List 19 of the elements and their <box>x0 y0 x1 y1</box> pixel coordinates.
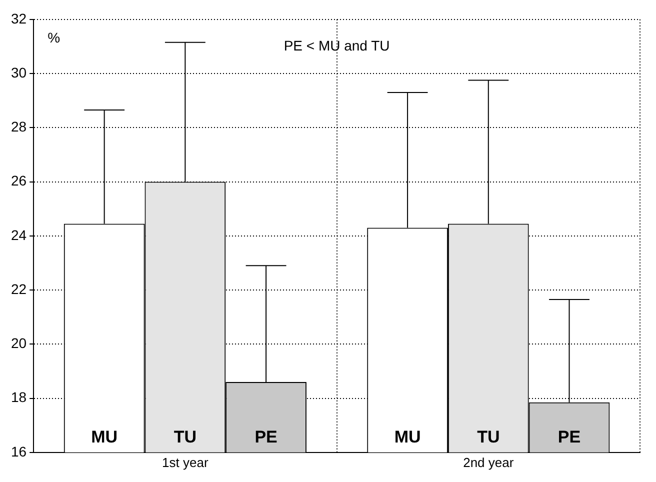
y-tick-label: 18 <box>10 389 27 406</box>
annotation: PE < MU and TU <box>284 37 390 54</box>
y-tick-label: 24 <box>10 226 27 243</box>
series-label: PE <box>558 428 581 447</box>
y-tick-label: 20 <box>10 335 27 352</box>
x-tick-label: 1st year <box>162 454 209 470</box>
y-tick-label: 16 <box>10 443 27 460</box>
text: TU <box>174 428 197 447</box>
y-tick-label: 26 <box>10 172 27 189</box>
y-tick-label: 32 <box>10 10 27 26</box>
text: PE <box>254 428 278 447</box>
x-tick-label: 2nd year <box>463 454 514 470</box>
y-tick-label: 30 <box>10 64 27 80</box>
series-label: MU <box>394 428 421 447</box>
y-tick-label: 28 <box>10 118 27 135</box>
y-tick-label: 22 <box>10 280 27 297</box>
y-axis-title: % <box>48 29 60 46</box>
series-label: TU <box>477 428 500 447</box>
text: MU <box>91 428 118 447</box>
